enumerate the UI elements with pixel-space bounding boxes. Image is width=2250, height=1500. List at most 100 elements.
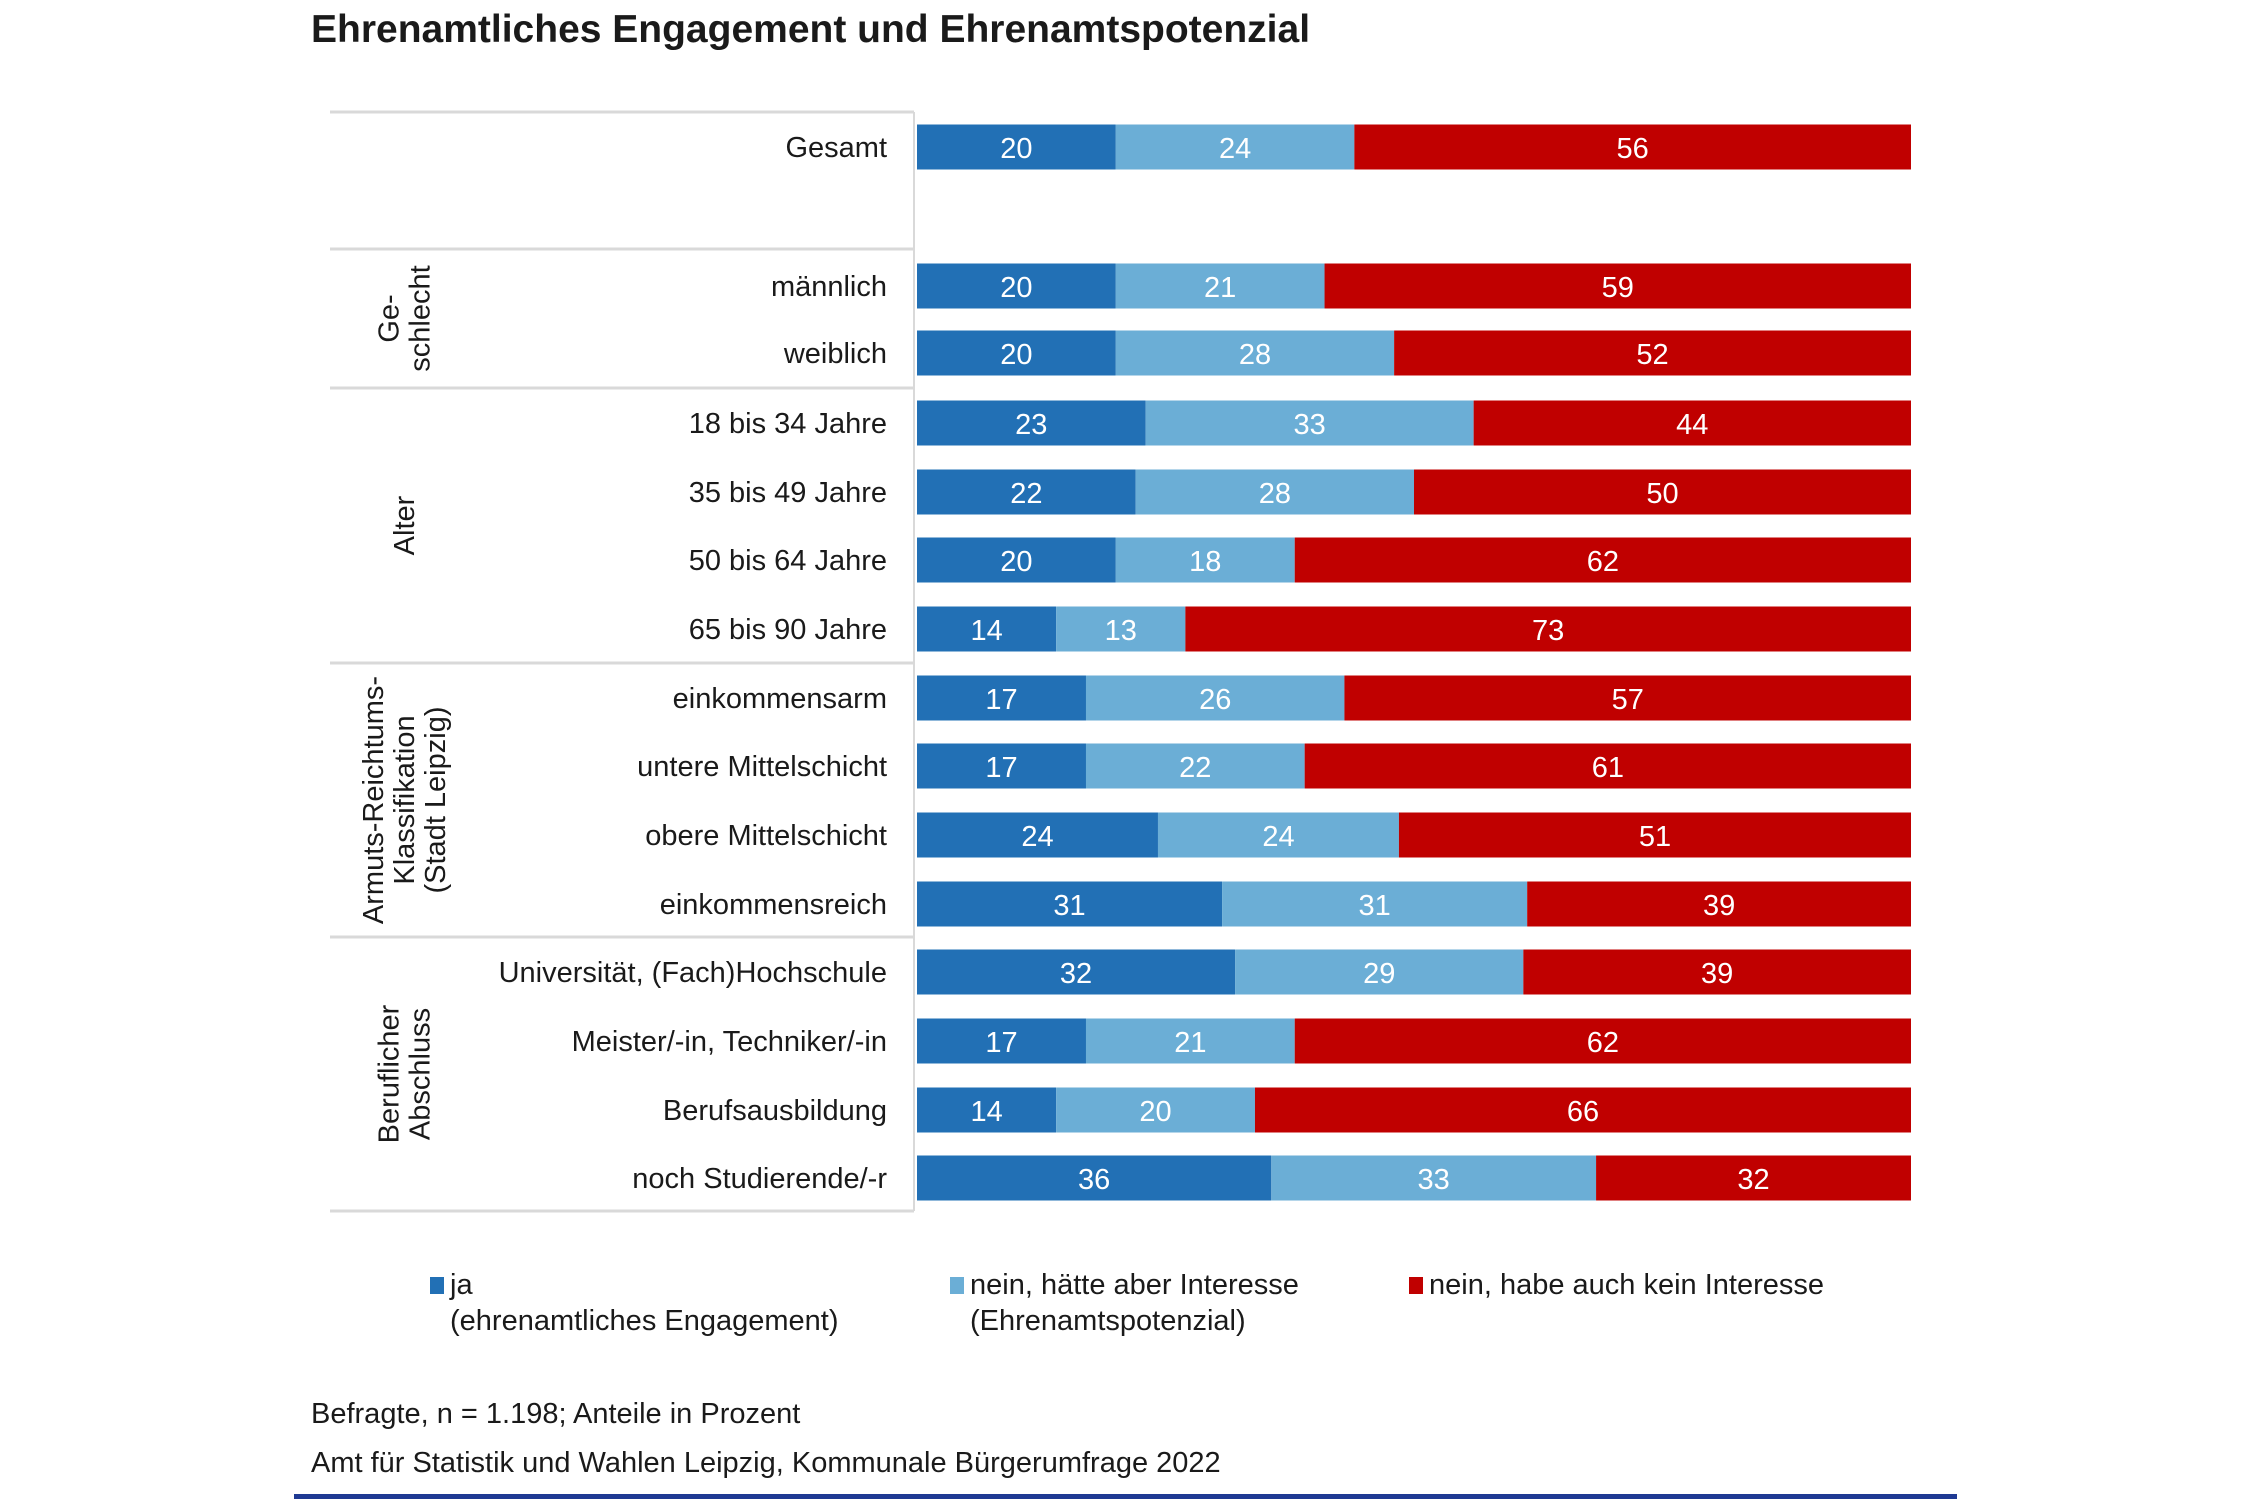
data-label: 24 — [1219, 133, 1251, 165]
legend-label-line: nein, habe auch kein Interesse — [1429, 1269, 1824, 1301]
data-label: 20 — [1000, 546, 1032, 578]
data-label: 26 — [1199, 684, 1231, 716]
data-label: 52 — [1636, 339, 1668, 371]
bar-segment — [1157, 812, 1399, 858]
category-label: obere Mittelschicht — [645, 820, 887, 852]
data-label: 23 — [1015, 409, 1047, 441]
category-label: Berufsausbildung — [663, 1095, 887, 1127]
bar-segment — [1271, 1155, 1597, 1201]
bar-segment — [917, 400, 1146, 446]
bar-segment — [1344, 675, 1911, 721]
bar-segment — [1115, 537, 1295, 583]
data-label: 33 — [1293, 409, 1325, 441]
data-label: 28 — [1259, 478, 1291, 510]
bar-segment — [917, 675, 1086, 721]
group-label: Abschluss — [405, 1008, 437, 1140]
data-label: 14 — [970, 1096, 1002, 1128]
data-label: 59 — [1602, 272, 1634, 304]
data-label: 18 — [1189, 546, 1221, 578]
category-label: einkommensarm — [673, 683, 887, 715]
data-label: 57 — [1612, 684, 1644, 716]
data-label: 73 — [1532, 615, 1564, 647]
data-label: 20 — [1000, 339, 1032, 371]
bar-segment — [1473, 400, 1911, 446]
category-label: untere Mittelschicht — [637, 751, 887, 783]
bar-segment — [1235, 949, 1524, 995]
category-label: 35 bis 49 Jahre — [689, 477, 887, 509]
group-label: Armuts-Reichtums- — [358, 676, 390, 924]
bar-segment — [917, 881, 1223, 927]
bar-segment — [1324, 263, 1911, 309]
bar-segment — [917, 606, 1057, 652]
data-label: 62 — [1587, 546, 1619, 578]
bar-segment — [917, 1155, 1272, 1201]
category-label: einkommensreich — [660, 889, 887, 921]
bar-segment — [1115, 124, 1355, 170]
category-label: männlich — [771, 271, 887, 303]
bar-segment — [1085, 1018, 1295, 1064]
data-label: 32 — [1060, 958, 1092, 990]
legend-item-potenzial: nein, hätte aber Interesse (Ehrenamtspot… — [950, 1267, 1299, 1339]
group-label: Ge- — [374, 294, 406, 342]
bar-segment — [1354, 124, 1911, 170]
data-label: 39 — [1701, 958, 1733, 990]
data-label: 33 — [1418, 1164, 1450, 1196]
legend-swatch-kein-interesse — [1409, 1277, 1423, 1294]
data-label: 14 — [970, 615, 1002, 647]
data-label: 62 — [1587, 1027, 1619, 1059]
bar-segment — [917, 469, 1136, 515]
bar-segment — [917, 1018, 1086, 1064]
legend-label-line: ja — [450, 1269, 473, 1301]
category-label: weiblich — [783, 338, 887, 370]
data-label: 21 — [1174, 1027, 1206, 1059]
legend-item-kein-interesse: nein, habe auch kein Interesse — [1409, 1267, 1824, 1303]
bar-segment — [1398, 812, 1911, 858]
data-label: 66 — [1567, 1096, 1599, 1128]
category-label: Meister/-in, Techniker/-in — [572, 1026, 887, 1058]
bar-segment — [1115, 263, 1325, 309]
bar-segment — [1254, 1087, 1911, 1133]
footer-rule — [294, 1494, 1957, 1499]
bar-segment — [1145, 400, 1474, 446]
data-label: 17 — [985, 684, 1017, 716]
bar-segment — [917, 124, 1116, 170]
bar-segment — [1414, 469, 1911, 515]
data-label: 28 — [1239, 339, 1271, 371]
bar-segment — [1185, 606, 1911, 652]
bar-segment — [1085, 743, 1305, 789]
category-label: Gesamt — [785, 132, 887, 164]
bar-segment — [917, 330, 1116, 376]
data-label: 32 — [1737, 1164, 1769, 1196]
group-label: (Stadt Leipzig) — [420, 707, 452, 894]
bar-segment — [1085, 675, 1345, 721]
data-label: 17 — [985, 752, 1017, 784]
bar-segment — [1523, 949, 1911, 995]
data-label: 36 — [1078, 1164, 1110, 1196]
group-label: Klassifikation — [389, 715, 421, 884]
legend-item-ja: ja (ehrenamtliches Engagement) — [430, 1267, 839, 1339]
bar-segment — [1115, 330, 1395, 376]
group-label: schlecht — [405, 265, 437, 371]
bar-segment — [1135, 469, 1414, 515]
bar-segment — [917, 949, 1236, 995]
data-label: 31 — [1053, 890, 1085, 922]
bar-segment — [917, 537, 1116, 583]
bar-segment — [1222, 881, 1528, 927]
data-label: 39 — [1703, 890, 1735, 922]
footnote-source: Amt für Statistik und Wahlen Leipzig, Ko… — [311, 1447, 1221, 1479]
data-label: 50 — [1646, 478, 1678, 510]
bar-segment — [1527, 881, 1911, 927]
bar-segment — [917, 1087, 1057, 1133]
legend-label-line: nein, hätte aber Interesse — [970, 1269, 1299, 1301]
category-label: noch Studierende/-r — [632, 1163, 887, 1195]
data-label: 21 — [1204, 272, 1236, 304]
bar-segment — [1294, 1018, 1911, 1064]
legend-label-line: (ehrenamtliches Engagement) — [450, 1305, 839, 1337]
data-label: 17 — [985, 1027, 1017, 1059]
legend-label-line: (Ehrenamtspotenzial) — [970, 1305, 1246, 1337]
data-label: 20 — [1000, 133, 1032, 165]
data-label: 24 — [1021, 821, 1053, 853]
category-label: 65 bis 90 Jahre — [689, 614, 887, 646]
bar-segment — [917, 263, 1116, 309]
category-label: 18 bis 34 Jahre — [689, 408, 887, 440]
